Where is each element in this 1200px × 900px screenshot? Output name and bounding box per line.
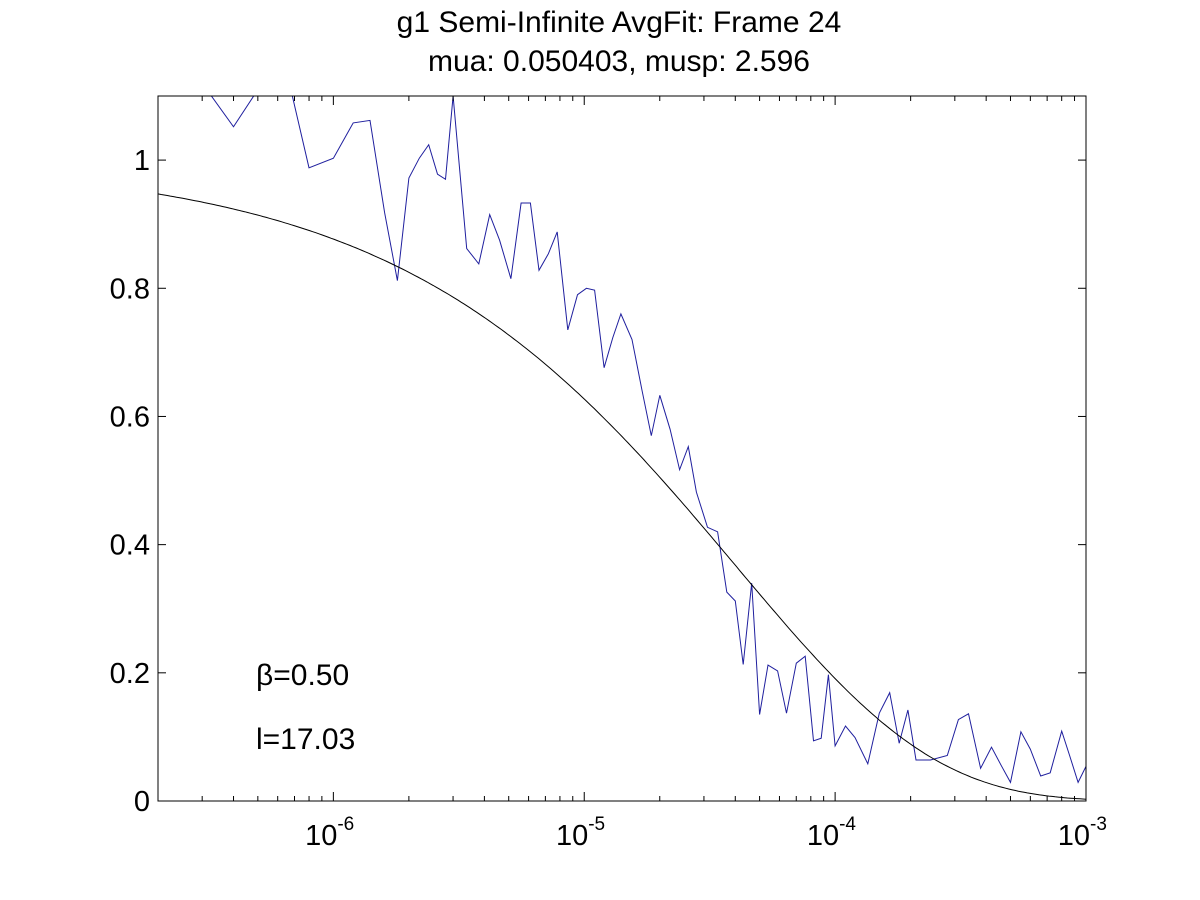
x-tick-exponent: -4: [839, 814, 856, 835]
x-tick-exponent: -5: [588, 814, 605, 835]
annotation-l: l=17.03: [256, 723, 355, 756]
x-tick-exponent: -3: [1090, 814, 1107, 835]
x-tick-label: 10: [305, 820, 337, 852]
y-tick-label: 0.4: [110, 530, 150, 562]
y-tick-label: 0.2: [110, 658, 150, 690]
x-tick-label: 10: [556, 820, 588, 852]
y-tick-label: 1: [134, 145, 150, 177]
y-tick-label: 0: [134, 786, 150, 818]
chart-title: g1 Semi-Infinite AvgFit: Frame 24: [397, 6, 842, 39]
x-tick-label: 10: [1058, 820, 1090, 852]
fit-curve-line: [158, 193, 1086, 800]
measured-g1-line: [210, 96, 1086, 784]
y-tick-label: 0.6: [110, 401, 150, 433]
chart-subtitle: mua: 0.050403, musp: 2.596: [428, 45, 810, 78]
plot-area-frame: [157, 95, 1087, 802]
plot-data-layer: [158, 96, 1086, 800]
annotation-beta: β=0.50: [256, 659, 349, 692]
x-tick-label: 10: [807, 820, 839, 852]
y-tick-label: 0.8: [110, 273, 150, 305]
x-tick-exponent: -6: [337, 814, 354, 835]
